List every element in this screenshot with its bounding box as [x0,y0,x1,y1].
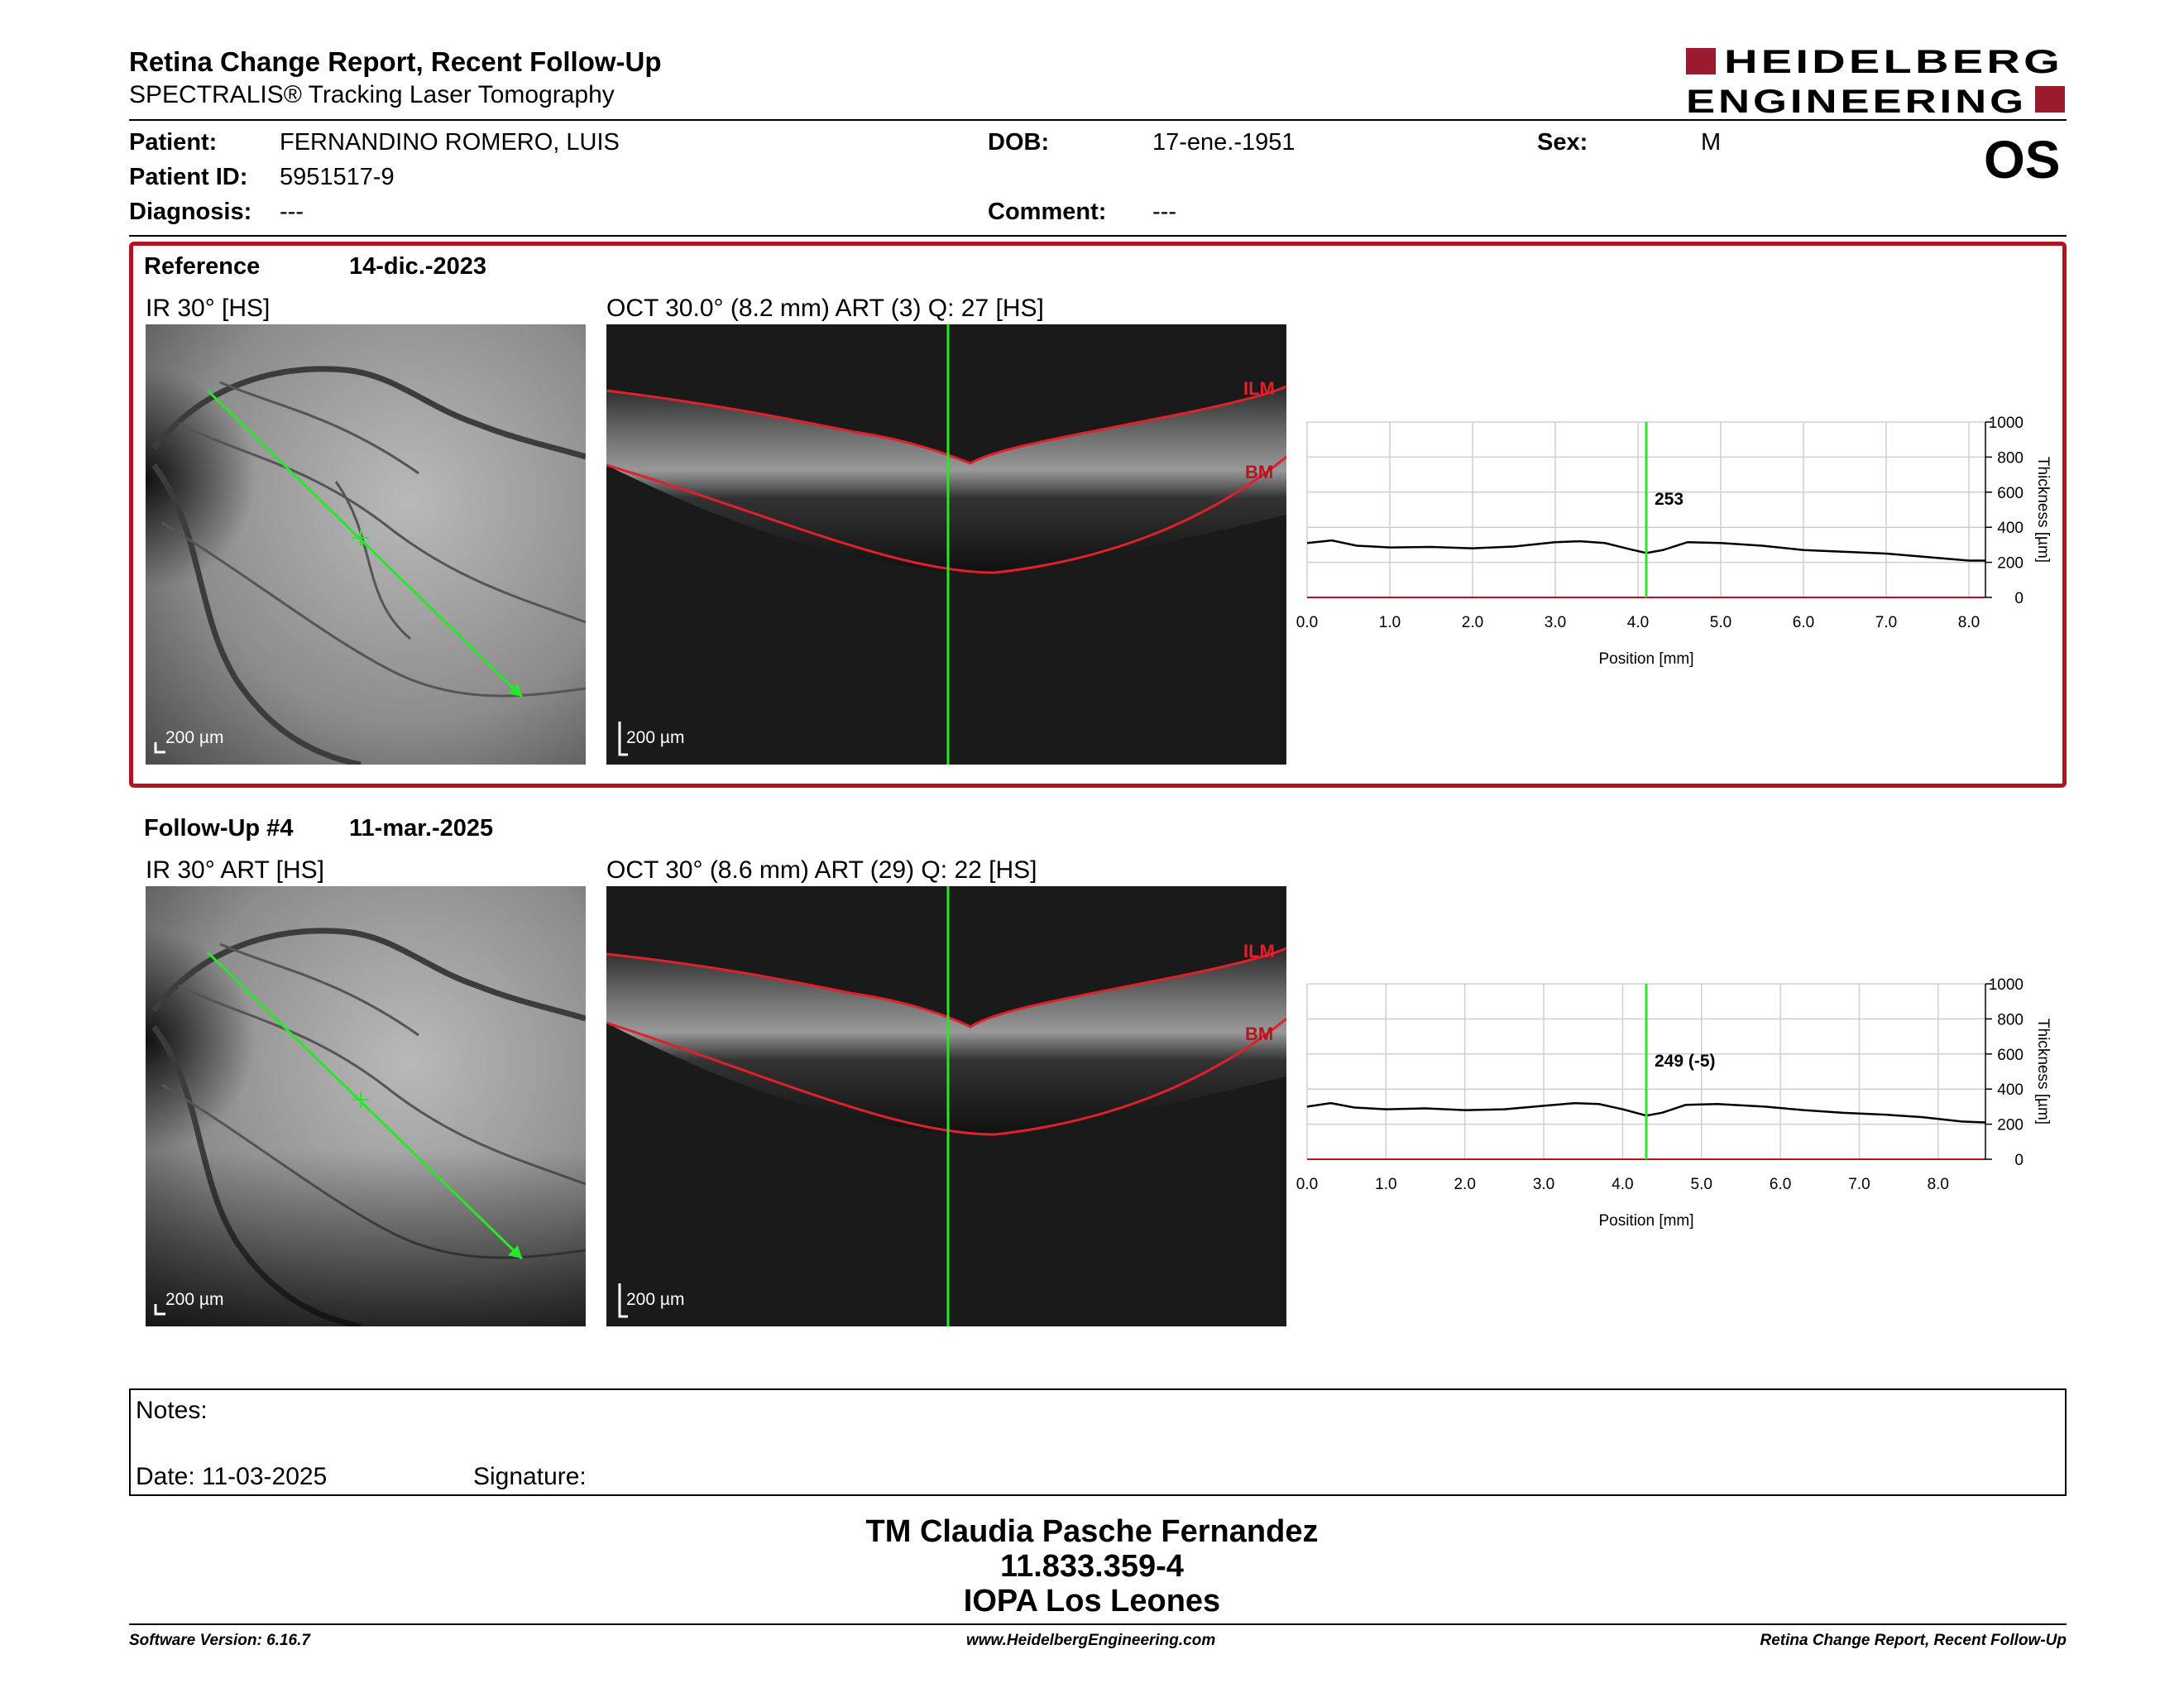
heidelberg-logo: HEIDELBERG ENGINEERING [1686,44,2065,119]
reference-oct-image: ILM BM 200 µm [606,324,1286,765]
footer-divider [129,1623,2067,1625]
notes-date: Date: 11-03-2025 [136,1463,328,1490]
reference-bm-label: BM [1245,462,1273,482]
x-tick-label: 1.0 [1379,614,1401,631]
reference-label: Reference [144,253,261,280]
x-tick-label: 6.0 [1770,1176,1791,1193]
logo-line2: ENGINEERING [1686,84,2027,119]
followup-oct-caption: OCT 30° (8.6 mm) ART (29) Q: 22 [HS] [606,856,1037,884]
thickness-series-line [1306,539,1985,562]
x-tick-label: 2.0 [1454,1176,1475,1193]
x-tick-label: 7.0 [1875,614,1897,631]
reference-oct-caption: OCT 30.0° (8.2 mm) ART (3) Q: 27 [HS] [606,295,1044,322]
y-tick-label: 400 [1997,520,2024,537]
followup-thickness-chart: 0 200 400 600 800 1000 0.0 1.0 2.0 3.0 4.0 5.0 6.0 7.… [1296,976,2052,1230]
reference-oct-scale: 200 µm [626,728,685,747]
logo-line1: HEIDELBERG [1724,44,2063,80]
x-tick-label: 3.0 [1545,614,1566,631]
reference-frame [129,242,2067,788]
patient-label: Patient: [129,129,218,156]
footer-report-name: Retina Change Report, Recent Follow-Up [1760,1632,2067,1649]
y-tick-label: 0 [2014,590,2024,607]
diagnosis-value: --- [280,199,304,225]
reference-ir-caption: IR 30° [HS] [146,295,271,322]
footer-website[interactable]: www.HeidelbergEngineering.com [966,1632,1216,1649]
comment-label: Comment: [988,199,1107,225]
y-axis-label: Thickness [µm] [2034,1019,2052,1125]
followup-ir-scale: 200 µm [165,1290,224,1309]
patient-name: FERNANDINO ROMERO, LUIS [280,129,620,156]
followup-ilm-label: ILM [1243,941,1275,961]
followup-bm-label: BM [1245,1024,1273,1044]
reference-ilm-label: ILM [1243,378,1275,399]
reference-thickness-chart: 0 200 400 600 800 1000 0.0 1.0 2.0 3.0 4.0 5.0 6.0 7.… [1296,415,2052,668]
x-tick-label: 5.0 [1691,1176,1712,1193]
report-subtitle: SPECTRALIS® Tracking Laser Tomography [129,81,615,108]
x-axis-label: Position [mm] [1598,1212,1693,1230]
report-title: Retina Change Report, Recent Follow-Up [129,46,662,77]
signature-place: IOPA Los Leones [963,1584,1221,1618]
x-tick-label: 0.0 [1296,614,1318,631]
y-tick-label: 1000 [1989,976,2024,994]
y-tick-label: 800 [1997,449,2024,467]
y-tick-label: 1000 [1989,415,2024,432]
signature-name: TM Claudia Pasche Fernandez [865,1514,1319,1549]
followup-ir-image: 200 µm [146,886,586,1326]
sex-value: M [1701,129,1722,156]
signature-id: 11.833.359-4 [1000,1549,1184,1584]
reference-ir-scale: 200 µm [165,728,224,747]
x-tick-label: 8.0 [1928,1176,1949,1193]
x-tick-label: 0.0 [1296,1176,1318,1193]
reference-ir-image: 200 µm [146,324,586,765]
x-tick-label: 6.0 [1793,614,1814,631]
followup-oct-scale: 200 µm [626,1290,685,1309]
x-tick-label: 5.0 [1710,614,1731,631]
y-tick-label: 200 [1997,555,2024,573]
x-tick-label: 7.0 [1848,1176,1870,1193]
footer-software-version: Software Version: 6.16.7 [129,1632,310,1649]
notes-label: Notes: [136,1397,208,1424]
thickness-series-line [1306,1101,1986,1124]
x-tick-label: 1.0 [1375,1176,1396,1193]
patient-id: 5951517-9 [280,164,395,190]
y-tick-label: 800 [1997,1011,2024,1029]
comment-value: --- [1152,199,1176,225]
y-tick-label: 400 [1997,1081,2024,1099]
x-axis-label: Position [mm] [1598,650,1693,668]
y-tick-label: 600 [1997,485,2024,502]
x-tick-label: 2.0 [1462,614,1483,631]
followup-label: Follow-Up #4 [144,815,294,842]
y-tick-label: 600 [1997,1047,2024,1064]
marker-value-label: 249 (-5) [1655,1052,1716,1071]
marker-value-label: 253 [1655,490,1684,509]
y-tick-label: 0 [2014,1152,2024,1169]
header-divider [129,119,2067,121]
x-tick-label: 4.0 [1612,1176,1633,1193]
sex-label: Sex: [1537,129,1588,156]
x-tick-label: 8.0 [1958,614,1980,631]
signature-label: Signature: [473,1463,587,1490]
dob-label: DOB: [988,129,1050,156]
eye-label: OS [1984,130,2061,189]
y-tick-label: 200 [1997,1117,2024,1134]
x-tick-label: 4.0 [1627,614,1649,631]
patient-id-label: Patient ID: [129,164,248,190]
dob-value: 17-ene.-1951 [1152,129,1296,156]
patient-divider [129,235,2067,237]
reference-date: 14-dic.-2023 [349,253,487,280]
followup-ir-caption: IR 30° ART [HS] [146,856,324,884]
x-tick-label: 3.0 [1533,1176,1554,1193]
notes-box: Notes: Date: 11-03-2025 Signature: [129,1388,2067,1496]
followup-oct-image: ILM BM 200 µm [606,886,1286,1326]
diagnosis-label: Diagnosis: [129,199,252,225]
y-axis-label: Thickness [µm] [2034,457,2052,563]
followup-date: 11-mar.-2025 [349,815,494,842]
